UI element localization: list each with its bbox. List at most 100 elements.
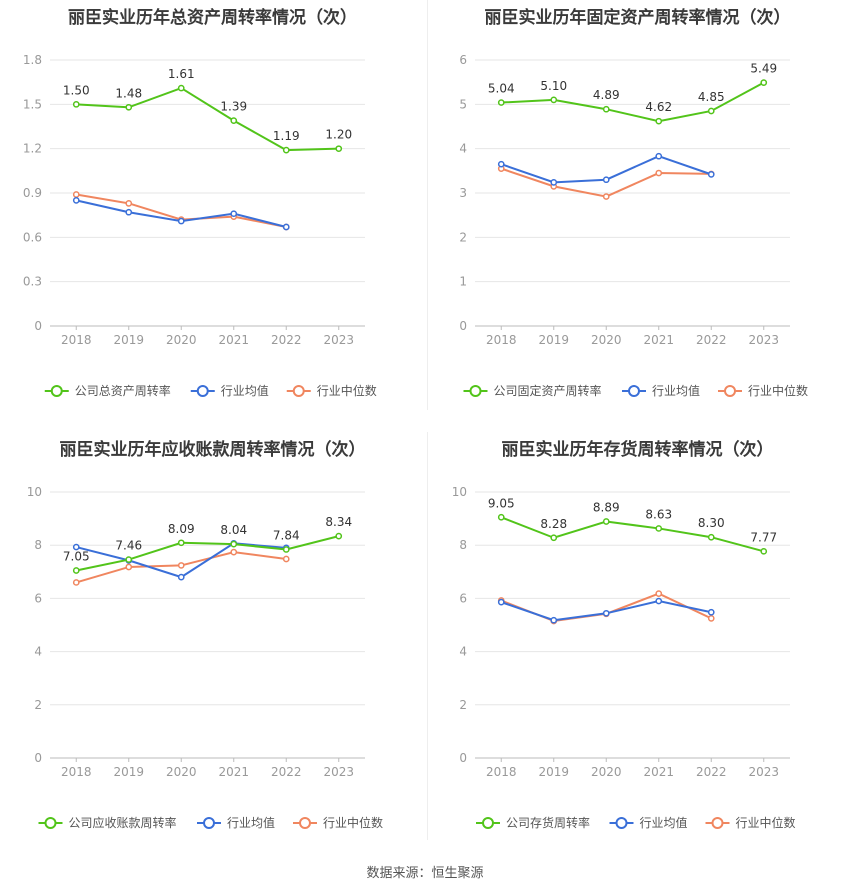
data-point-industry-avg — [550, 616, 558, 624]
x-tick-label: 2021 — [643, 765, 674, 779]
data-label: 7.84 — [273, 528, 300, 542]
y-tick-label: 5 — [459, 97, 467, 111]
data-point-industry-avg — [550, 179, 558, 186]
x-tick-label: 2018 — [486, 333, 517, 347]
chart-svg: 0 1 2 3 4 5 6 2018 2019 2020 2021 2022 2023 5.04 5.10 4… — [459, 53, 808, 398]
data-point-company — [177, 84, 185, 92]
y-tick-label: 10 — [452, 485, 467, 499]
data-point-industry-avg — [497, 598, 505, 606]
data-label: 8.30 — [698, 516, 725, 530]
data-point-company — [282, 146, 290, 154]
data-label: 7.46 — [115, 539, 142, 553]
x-tick-label: 2022 — [271, 765, 302, 779]
data-point-industry-median — [125, 563, 133, 571]
x-tick-label: 2022 — [271, 333, 302, 347]
data-point-company — [655, 117, 663, 125]
data-label: 1.19 — [273, 129, 300, 143]
legend-label-industry-median: 行业中位数 — [317, 383, 377, 398]
x-tick-label: 2019 — [113, 333, 144, 347]
y-tick-label: 0.9 — [23, 186, 42, 200]
x-tick-label: 2018 — [486, 765, 517, 779]
x-tick-label: 2021 — [643, 333, 674, 347]
data-point-industry-avg — [497, 160, 505, 168]
data-label: 4.85 — [698, 90, 725, 104]
chart-panel-inventory: 丽臣实业历年存货周转率情况（次） 0 2 4 6 8 10 2018 2019 2020 2021… — [425, 432, 850, 842]
legend-label-industry-median: 行业中位数 — [736, 815, 796, 830]
data-point-industry-median — [72, 579, 80, 586]
data-point-industry-avg — [177, 573, 185, 581]
data-label: 7.05 — [63, 549, 90, 563]
y-tick-label: 6 — [459, 591, 467, 605]
x-tick-label: 2020 — [166, 333, 197, 347]
data-point-industry-median — [707, 615, 715, 622]
data-label: 7.77 — [750, 530, 777, 544]
legend-marker-industry-avg — [203, 817, 215, 829]
x-tick-label: 2018 — [61, 333, 92, 347]
chart-title: 丽臣实业历年总资产周转率情况（次） — [68, 8, 357, 28]
data-point-company — [177, 539, 185, 547]
data-source-note: 数据来源：恒生聚源 — [366, 866, 484, 881]
data-point-company — [230, 540, 238, 548]
data-point-company — [282, 546, 290, 553]
y-tick-label: 2 — [459, 230, 467, 244]
x-tick-label: 2019 — [538, 765, 569, 779]
data-point-company — [707, 107, 715, 115]
data-point-industry-avg — [707, 171, 715, 178]
data-point-industry-avg — [125, 208, 133, 216]
data-point-industry-median — [125, 199, 133, 207]
data-label: 1.20 — [325, 128, 352, 142]
legend-label-company: 公司固定资产周转率 — [494, 383, 602, 398]
data-label: 4.62 — [645, 100, 672, 114]
data-point-industry-median — [602, 193, 610, 200]
legend-label-industry-avg: 行业均值 — [221, 383, 269, 398]
y-tick-label: 1.5 — [23, 97, 42, 111]
legend-marker-industry-median — [724, 385, 736, 397]
data-point-company — [760, 79, 768, 86]
data-point-company — [655, 525, 663, 532]
chart-panel-receivables: 丽臣实业历年应收账款周转率情况（次） 0 2 4 6 8 10 2018 2019 2020 20… — [0, 432, 425, 842]
data-point-industry-median — [230, 548, 238, 556]
data-point-company — [497, 513, 505, 521]
y-tick-label: 0 — [459, 319, 467, 333]
data-point-company — [335, 145, 343, 153]
y-tick-label: 4 — [459, 142, 467, 156]
x-tick-label: 2018 — [61, 765, 92, 779]
x-tick-label: 2020 — [591, 765, 622, 779]
y-tick-label: 1.8 — [23, 53, 42, 67]
legend-label-industry-median: 行业中位数 — [323, 815, 383, 830]
x-tick-label: 2023 — [748, 333, 779, 347]
y-tick-label: 2 — [34, 698, 42, 712]
data-point-company — [602, 518, 610, 525]
legend-label-industry-median: 行业中位数 — [748, 383, 808, 398]
x-tick-label: 2020 — [166, 765, 197, 779]
data-point-industry-median — [655, 590, 663, 597]
y-tick-label: 0 — [459, 751, 467, 765]
y-tick-label: 6 — [459, 53, 467, 67]
legend-marker-industry-avg — [196, 385, 209, 397]
x-tick-label: 2023 — [748, 765, 779, 779]
chart-title: 丽臣实业历年应收账款周转率情况（次） — [59, 440, 366, 460]
data-point-company — [497, 99, 505, 106]
data-label: 1.50 — [63, 83, 90, 97]
data-point-industry-avg — [655, 152, 663, 160]
chart-title: 丽臣实业历年固定资产周转率情况（次） — [484, 8, 791, 28]
data-point-company — [230, 117, 238, 124]
y-tick-label: 4 — [459, 645, 467, 659]
data-label: 5.49 — [750, 62, 777, 76]
data-point-industry-avg — [282, 223, 290, 231]
series-line-company — [500, 516, 765, 553]
legend-marker-industry-median — [711, 817, 724, 829]
series-line-company — [501, 81, 765, 123]
y-tick-label: 0.3 — [23, 275, 42, 289]
series-line-company — [76, 535, 339, 572]
data-point-company — [125, 103, 133, 111]
x-tick-label: 2021 — [218, 333, 249, 347]
legend-marker-industry-avg — [628, 385, 640, 397]
y-tick-label: 10 — [27, 485, 42, 499]
x-tick-label: 2022 — [696, 333, 727, 347]
legend-marker-company — [482, 817, 494, 829]
y-tick-label: 8 — [459, 538, 467, 552]
data-label: 8.09 — [168, 522, 195, 536]
data-point-industry-median — [282, 555, 290, 563]
y-tick-label: 1.2 — [23, 142, 42, 156]
